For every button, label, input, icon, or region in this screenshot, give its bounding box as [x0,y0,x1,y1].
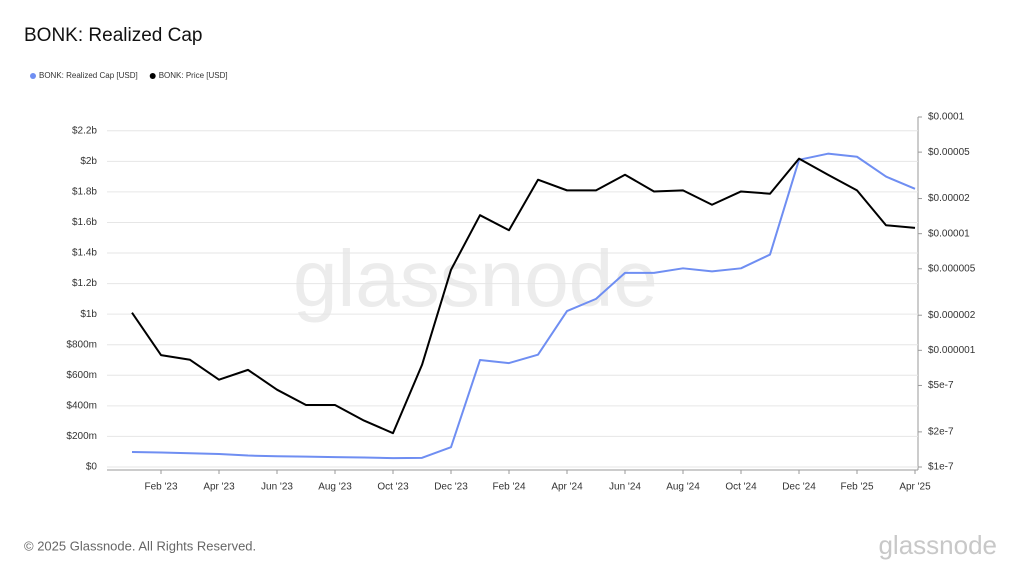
x-tick-label: Feb '25 [840,482,873,493]
chart-title: BONK: Realized Cap [24,25,202,46]
y-tick-label: $1.4b [72,248,97,259]
y-tick-label: $800m [66,339,97,350]
legend-label: BONK: Price [USD] [159,71,228,80]
y-tick-label: $0 [86,462,98,473]
y-tick-label: $600m [66,370,97,381]
x-tick-label: Aug '23 [318,482,352,493]
x-tick-label: Apr '24 [551,482,583,493]
y-tick-label: $1.2b [72,278,97,289]
series-line [131,157,916,435]
y-tick-label: $2b [80,156,97,167]
y-tick-label: $1.8b [72,187,97,198]
y-tick-label: $1.6b [72,217,97,228]
x-tick-label: Feb '23 [144,482,177,493]
legend-label: BONK: Realized Cap [USD] [39,71,138,80]
x-tick-label: Feb '24 [492,482,525,493]
y2-tick-label: $0.000001 [928,345,976,356]
y2-tick-label: $0.00005 [928,147,970,158]
legend-marker [30,73,36,79]
y2-tick-label: $0.00001 [928,228,970,239]
x-tick-label: Dec '23 [434,482,468,493]
x-tick-label: Dec '24 [782,482,816,493]
x-tick-label: Apr '25 [899,482,931,493]
x-tick-label: Oct '23 [377,482,409,493]
y2-tick-label: $1e-7 [928,462,954,473]
y-tick-label: $200m [66,431,97,442]
y-tick-label: $400m [66,401,97,412]
y-tick-label: $1b [80,309,97,320]
y-tick-label: $2.2b [72,125,97,136]
footer: © 2025 Glassnode. All Rights Reserved. [24,538,256,553]
y2-tick-label: $0.000002 [928,310,976,321]
y2-tick-label: $0.00002 [928,193,970,204]
x-tick-label: Aug '24 [666,482,700,493]
y2-tick-label: $2e-7 [928,427,954,438]
y2-tick-label: $0.000005 [928,263,976,274]
x-tick-label: Jun '23 [261,482,293,493]
x-tick-label: Apr '23 [203,482,235,493]
logo: glassnode [878,530,997,560]
legend-marker [149,73,156,79]
x-tick-label: Jun '24 [609,482,641,493]
x-tick-label: Oct '24 [725,482,757,493]
series-line [131,152,916,460]
watermark: glassnode [293,234,658,323]
y2-tick-label: $0.0001 [928,112,965,123]
y2-tick-label: $5e-7 [928,380,954,391]
